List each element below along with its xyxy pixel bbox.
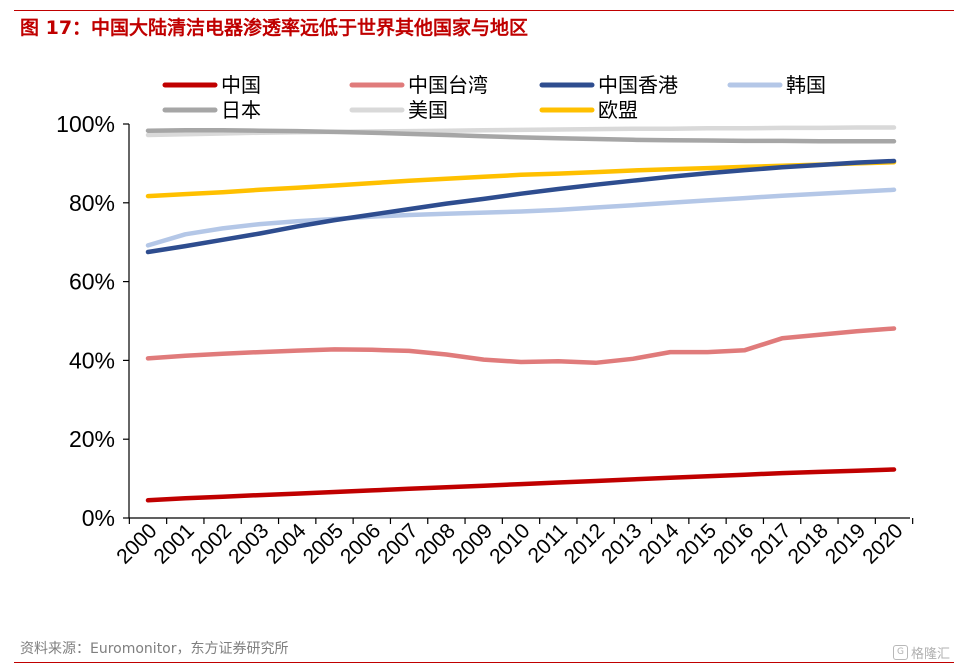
footer-rule [14, 662, 954, 663]
x-tick-label: 2020 [858, 519, 907, 568]
legend-label: 美国 [408, 99, 448, 122]
x-tick-label: 2014 [634, 519, 684, 569]
x-tick-label: 2008 [411, 519, 460, 568]
legend-label: 日本 [221, 99, 261, 122]
legend-label: 中国台湾 [408, 74, 488, 97]
series-line-5 [145, 128, 897, 144]
x-tick-label: 2000 [112, 519, 161, 568]
plot-area [145, 125, 897, 503]
series-line-2 [145, 326, 897, 366]
y-tick-label: 100% [56, 111, 115, 137]
y-tick-label: 40% [69, 347, 115, 373]
x-tick-label: 2007 [373, 519, 422, 568]
source-note: 资料来源：Euromonitor，东方证券研究所 [20, 641, 289, 657]
x-axis: 2000200120022003200420052006200720082009… [112, 517, 914, 569]
x-tick-label: 2015 [672, 519, 721, 568]
x-tick-label: 2002 [187, 519, 236, 568]
series-line-4 [145, 187, 897, 248]
y-axis: 0% 20% 40% 60% 80% 100% [56, 111, 130, 531]
x-tick-label: 2010 [485, 519, 534, 568]
y-tick-label: 0% [82, 505, 115, 531]
x-tick-label: 2003 [224, 519, 273, 568]
x-tick-label: 2012 [560, 519, 609, 568]
x-tick-label: 2004 [261, 519, 311, 569]
x-tick-label: 2017 [746, 519, 795, 568]
y-tick-label: 20% [69, 426, 115, 452]
x-tick-label: 2005 [299, 519, 348, 568]
x-tick-label: 2016 [709, 519, 758, 568]
g-logo-icon: G [893, 645, 908, 660]
title-rule [14, 10, 954, 11]
figure-title: 图 17：中国大陆清洁电器渗透率远低于世界其他国家与地区 [20, 17, 529, 39]
x-tick-label: 2011 [524, 519, 572, 567]
y-tick-label: 60% [69, 269, 115, 295]
series-line-1 [145, 467, 897, 503]
x-tick-label: 2006 [336, 519, 385, 568]
legend-label: 韩国 [786, 74, 826, 97]
legend-label: 中国香港 [598, 74, 678, 97]
legend-label: 欧盟 [598, 99, 638, 122]
x-tick-label: 2001 [150, 519, 199, 568]
x-tick-label: 2013 [597, 519, 646, 568]
x-tick-label: 2009 [448, 519, 497, 568]
series-line-3 [145, 158, 897, 255]
watermark-text: 格隆汇 [911, 647, 951, 662]
y-tick-label: 80% [69, 190, 115, 216]
watermark: G 格隆汇 [893, 643, 950, 662]
x-tick-label: 2019 [821, 519, 870, 568]
legend-label: 中国 [221, 74, 261, 97]
x-tick-label: 2018 [784, 519, 833, 568]
